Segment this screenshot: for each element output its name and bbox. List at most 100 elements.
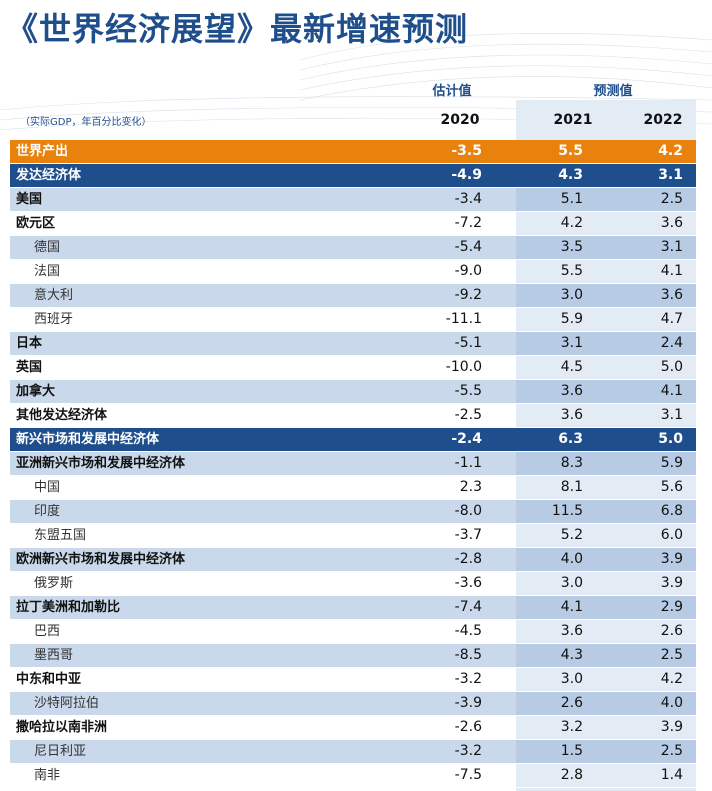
- value-2022: 5.9: [660, 455, 683, 471]
- value-2020: -3.2: [454, 671, 482, 687]
- table-row: 中国 2.3 8.1 5.6: [10, 476, 696, 500]
- value-2022: 5.6: [660, 479, 683, 495]
- value-2022: 3.6: [660, 215, 683, 231]
- row-label: 德国: [34, 240, 61, 255]
- year-2020-header: 2020: [440, 112, 480, 128]
- row-label: 世界产出: [16, 144, 69, 159]
- value-2020: -10.0: [445, 359, 482, 375]
- value-2021: 3.6: [560, 623, 583, 639]
- value-2021: 2.6: [560, 695, 583, 711]
- value-2020: -7.2: [454, 215, 482, 231]
- row-projection-shade: [516, 188, 696, 211]
- projection-header: 预测值: [593, 84, 633, 99]
- value-2020: -11.1: [445, 311, 482, 327]
- value-2022: 3.1: [660, 407, 683, 423]
- value-2021: 2.8: [560, 767, 583, 783]
- value-2021: 5.1: [560, 191, 583, 207]
- value-2021: 3.5: [560, 239, 583, 255]
- value-2022: 2.9: [660, 599, 683, 615]
- row-label: 英国: [16, 360, 43, 375]
- value-2020: -3.9: [454, 695, 482, 711]
- row-label: 欧元区: [16, 216, 56, 231]
- value-2022: 6.0: [660, 527, 683, 543]
- table-row: 南非 -7.5 2.8 1.4: [10, 764, 696, 788]
- value-2020: -3.6: [454, 575, 482, 591]
- table-row: 新兴市场和发展中经济体 -2.4 6.3 5.0: [10, 428, 696, 452]
- forecast-table: 世界产出 -3.5 5.5 4.2 发达经济体 -4.9 4.3 3.1 美国 -3.4 5.1 2.…: [10, 140, 696, 788]
- table-row: 美国 -3.4 5.1 2.5: [10, 188, 696, 212]
- row-label: 南非: [34, 768, 61, 783]
- value-2020: -2.4: [451, 431, 482, 447]
- value-2022: 2.5: [660, 743, 683, 759]
- row-label: 中国: [34, 480, 61, 495]
- row-projection-shade: [516, 644, 696, 667]
- row-projection-shade: [516, 524, 696, 547]
- value-2022: 4.1: [660, 263, 683, 279]
- row-label: 其他发达经济体: [16, 408, 108, 423]
- table-row: 亚洲新兴市场和发展中经济体 -1.1 8.3 5.9: [10, 452, 696, 476]
- row-projection-shade: [516, 716, 696, 739]
- page-title: 《世界经济展望》最新增速预测: [6, 10, 469, 48]
- row-projection-shade: [516, 620, 696, 643]
- row-label: 东盟五国: [34, 528, 87, 543]
- value-2020: -8.5: [454, 647, 482, 663]
- value-2021: 3.1: [560, 335, 583, 351]
- year-2021-header: 2021: [553, 112, 593, 128]
- value-2020: -9.2: [454, 287, 482, 303]
- value-2021: 4.1: [560, 599, 583, 615]
- value-2020: -8.0: [454, 503, 482, 519]
- value-2021: 4.0: [560, 551, 583, 567]
- value-2020: -1.1: [454, 455, 482, 471]
- value-2022: 6.8: [660, 503, 683, 519]
- value-2022: 2.6: [660, 623, 683, 639]
- value-2022: 4.0: [660, 695, 683, 711]
- row-projection-shade: [516, 764, 696, 787]
- row-projection-shade: [516, 308, 696, 331]
- row-projection-shade: [516, 140, 696, 163]
- value-2022: 5.0: [660, 359, 683, 375]
- row-projection-shade: [516, 668, 696, 691]
- value-2021: 3.2: [560, 719, 583, 735]
- row-label: 中东和中亚: [16, 672, 82, 687]
- value-2021: 4.3: [558, 167, 583, 183]
- value-2020: -3.5: [451, 143, 482, 159]
- row-label: 沙特阿拉伯: [34, 696, 100, 711]
- row-label: 印度: [34, 504, 61, 519]
- row-label: 尼日利亚: [34, 744, 87, 759]
- table-row: 欧洲新兴市场和发展中经济体 -2.8 4.0 3.9: [10, 548, 696, 572]
- value-2020: -2.5: [454, 407, 482, 423]
- row-projection-shade: [516, 476, 696, 499]
- year-2022-header: 2022: [643, 112, 683, 128]
- value-2020: -7.5: [454, 767, 482, 783]
- row-projection-shade: [516, 332, 696, 355]
- value-2021: 3.0: [560, 575, 583, 591]
- row-label: 墨西哥: [34, 648, 74, 663]
- value-2021: 5.5: [560, 263, 583, 279]
- value-2021: 4.3: [560, 647, 583, 663]
- row-label: 巴西: [34, 624, 61, 639]
- background-wave-pattern: [0, 33, 712, 131]
- row-label: 西班牙: [34, 312, 74, 327]
- value-2020: -9.0: [454, 263, 482, 279]
- table-row: 日本 -5.1 3.1 2.4: [10, 332, 696, 356]
- row-projection-shade: [516, 428, 696, 451]
- table-row: 加拿大 -5.5 3.6 4.1: [10, 380, 696, 404]
- value-2020: -7.4: [454, 599, 482, 615]
- table-row: 德国 -5.4 3.5 3.1: [10, 236, 696, 260]
- value-2020: 2.3: [459, 479, 482, 495]
- table-row: 印度 -8.0 11.5 6.8: [10, 500, 696, 524]
- row-projection-shade: [516, 596, 696, 619]
- table-row: 中东和中亚 -3.2 3.0 4.2: [10, 668, 696, 692]
- estimate-header: 估计值: [432, 84, 472, 99]
- value-2020: -3.7: [454, 527, 482, 543]
- value-2021: 3.6: [560, 383, 583, 399]
- row-label: 欧洲新兴市场和发展中经济体: [16, 552, 186, 567]
- table-row: 英国 -10.0 4.5 5.0: [10, 356, 696, 380]
- value-2021: 8.3: [560, 455, 583, 471]
- row-projection-shade: [516, 548, 696, 571]
- value-2022: 2.5: [660, 191, 683, 207]
- value-2022: 2.4: [660, 335, 683, 351]
- row-label: 法国: [34, 264, 61, 279]
- value-2021: 4.2: [560, 215, 583, 231]
- value-2022: 4.2: [658, 143, 683, 159]
